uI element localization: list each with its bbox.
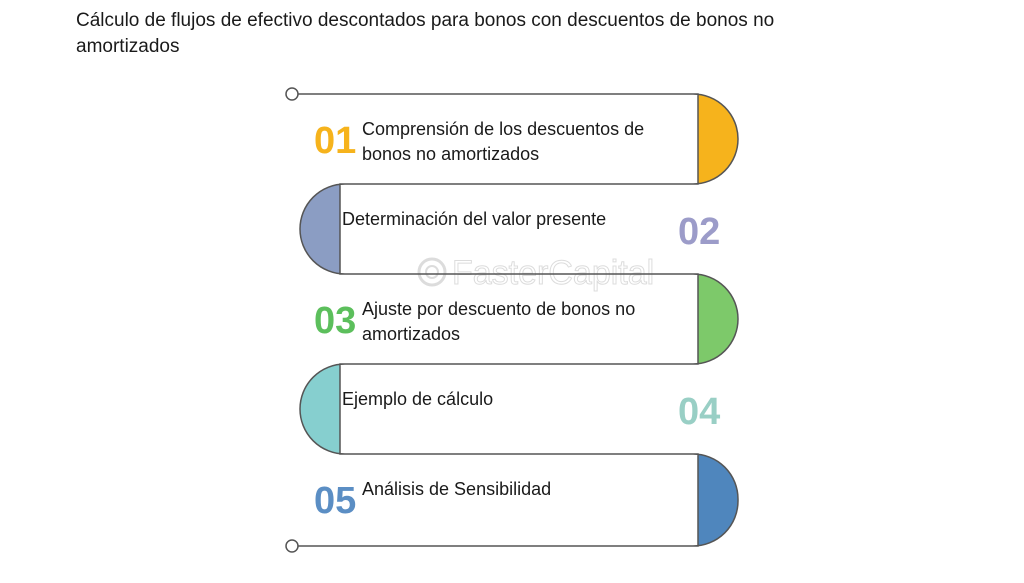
watermark-text: FasterCapital — [452, 254, 654, 292]
step-number-05: 05 — [314, 480, 356, 522]
end-node-icon — [285, 539, 299, 553]
step-label-04-line-1: Ejemplo de cálculo — [342, 389, 493, 409]
steps-group: 01 Comprensión de los descuentos de bonos … — [314, 119, 720, 522]
step-band-04 — [299, 363, 346, 455]
step-number-01: 01 — [314, 120, 356, 162]
step-label-01-line-2: bonos no amortizados — [362, 144, 539, 164]
step-band-01 — [692, 93, 739, 185]
step-label-03-line-2: amortizados — [362, 324, 460, 344]
step-band-03 — [692, 273, 739, 365]
step-band-05 — [692, 453, 739, 547]
step-label-03-line-1: Ajuste por descuento de bonos no — [362, 299, 635, 319]
step-number-03: 03 — [314, 300, 356, 342]
step-number-02: 02 — [678, 211, 720, 253]
step-number-04: 04 — [678, 391, 720, 433]
step-label-01-line-1: Comprensión de los descuentos de — [362, 119, 644, 139]
step-band-02 — [299, 183, 346, 275]
watermark-logo-inner-icon — [425, 265, 439, 279]
ribbon-path — [285, 87, 739, 553]
step-label-02-line-1: Determinación del valor presente — [342, 209, 606, 229]
watermark: FasterCapital — [417, 254, 655, 293]
start-node-icon — [285, 87, 299, 101]
step-label-05-line-1: Análisis de Sensibilidad — [362, 479, 551, 499]
page-title: Cálculo de flujos de efectivo descontado… — [76, 10, 775, 57]
watermark-logo-icon — [417, 257, 447, 287]
